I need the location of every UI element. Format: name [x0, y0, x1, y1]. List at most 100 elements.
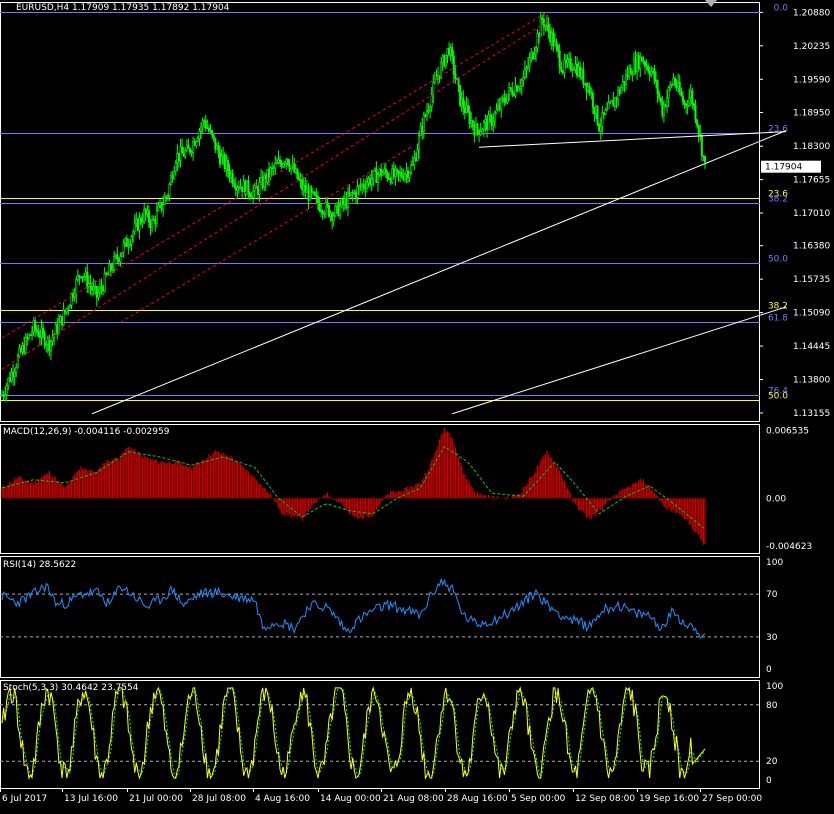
candle-body: [185, 144, 188, 151]
candle-body: [113, 256, 116, 270]
candle-body: [152, 218, 155, 221]
candle-body: [54, 324, 57, 335]
candle-body: [602, 112, 605, 115]
channel-line-0: [1, 11, 548, 339]
candle-body: [108, 264, 111, 275]
candle-body: [302, 184, 305, 191]
candle-body: [563, 59, 566, 74]
candle-body: [501, 97, 504, 100]
price-tick-label-9: 1.15090: [793, 309, 830, 319]
macd-tick-label-0: 0.006535: [766, 427, 809, 437]
candle-body: [211, 130, 214, 136]
candle-body: [621, 81, 624, 88]
rsi-tick-label-3: 0: [766, 665, 772, 675]
candle-body: [176, 152, 179, 164]
candle-body: [492, 121, 495, 127]
rsi-tick-label-0: 100: [766, 558, 783, 568]
candle-body: [241, 186, 244, 192]
candle-body: [681, 95, 684, 103]
candle-body: [163, 196, 166, 205]
candle-body: [653, 68, 656, 81]
candle-body: [321, 210, 324, 215]
candle-body: [514, 85, 517, 96]
candle-body: [672, 78, 675, 85]
candle-body: [361, 184, 364, 188]
candle-body: [678, 81, 681, 93]
candle-body: [485, 119, 488, 130]
candle-body: [528, 57, 531, 67]
candle-body: [389, 178, 392, 183]
candle-body: [62, 309, 65, 326]
rsi-panel[interactable]: 100 70 30 0: [0, 556, 783, 678]
candle-body: [391, 168, 394, 183]
candle-body: [583, 82, 586, 85]
candle-body: [79, 276, 82, 279]
macd-panel[interactable]: 0.006535 0.00 -0.004623: [0, 424, 813, 554]
candle-body: [301, 179, 304, 191]
candle-body: [182, 152, 185, 157]
candle-body: [395, 168, 398, 172]
stoch-title: Stoch(5,3,3) 30.4642 23.7554: [3, 683, 139, 693]
candle-body: [615, 97, 618, 101]
candle-body: [416, 149, 419, 161]
candle-body: [83, 275, 86, 278]
stoch-panel[interactable]: 100 80 20 0: [0, 680, 783, 789]
candle-body: [446, 48, 449, 56]
candle-body: [56, 324, 59, 334]
price-panel[interactable]: 0.023.623.638.250.038.261.876.450.01.208…: [0, 0, 830, 422]
candle-body: [5, 385, 8, 395]
candle-body: [394, 168, 397, 177]
time-tick-label-7: 28 Aug 16:00: [447, 794, 508, 804]
candle-body: [223, 154, 226, 169]
candle-body: [342, 198, 345, 205]
candle-body: [192, 141, 195, 153]
candle-body: [365, 182, 368, 189]
candle-body: [418, 135, 421, 151]
candle-body: [699, 133, 702, 136]
candle-body: [588, 85, 591, 94]
candle-body: [364, 186, 367, 189]
candle-body: [547, 23, 550, 32]
candle-body: [7, 377, 10, 386]
time-tick-label-4: 4 Aug 16:00: [255, 794, 310, 804]
candle-body: [367, 178, 370, 184]
candle-body: [70, 293, 73, 306]
candle-body: [380, 168, 383, 176]
candle-body: [449, 47, 452, 55]
candle-body: [523, 68, 526, 78]
candle-body: [122, 243, 125, 253]
candle-body: [648, 70, 651, 76]
candle-body: [448, 48, 451, 55]
candle-body: [144, 208, 147, 215]
candle-body: [429, 106, 432, 111]
candle-body: [579, 66, 582, 78]
candle-body: [576, 63, 579, 77]
candle-body: [315, 195, 318, 197]
candle-body: [305, 188, 308, 193]
rsi-panel-frame: [0, 556, 760, 678]
candle-body: [331, 212, 334, 221]
candle-body: [135, 219, 138, 224]
candle-body: [217, 145, 220, 154]
candle-body: [43, 332, 46, 347]
channel-line-1: [1, 21, 548, 370]
candle-body: [525, 67, 528, 70]
candle-body: [193, 141, 196, 146]
candle-body: [288, 164, 291, 170]
candle-body: [114, 254, 117, 257]
candle-body: [353, 191, 356, 194]
candle-body: [689, 90, 692, 98]
candle-body: [585, 82, 588, 92]
candle-body: [489, 114, 492, 117]
candle-body: [397, 170, 400, 174]
candle-body: [593, 106, 596, 115]
candle-body: [612, 100, 615, 107]
candle-body: [403, 174, 406, 180]
candle-body: [634, 59, 637, 72]
candle-body: [497, 105, 500, 111]
candle-body: [623, 81, 626, 85]
candle-body: [474, 123, 477, 136]
candle-body: [703, 155, 706, 163]
scroll-marker-icon[interactable]: [705, 0, 717, 7]
